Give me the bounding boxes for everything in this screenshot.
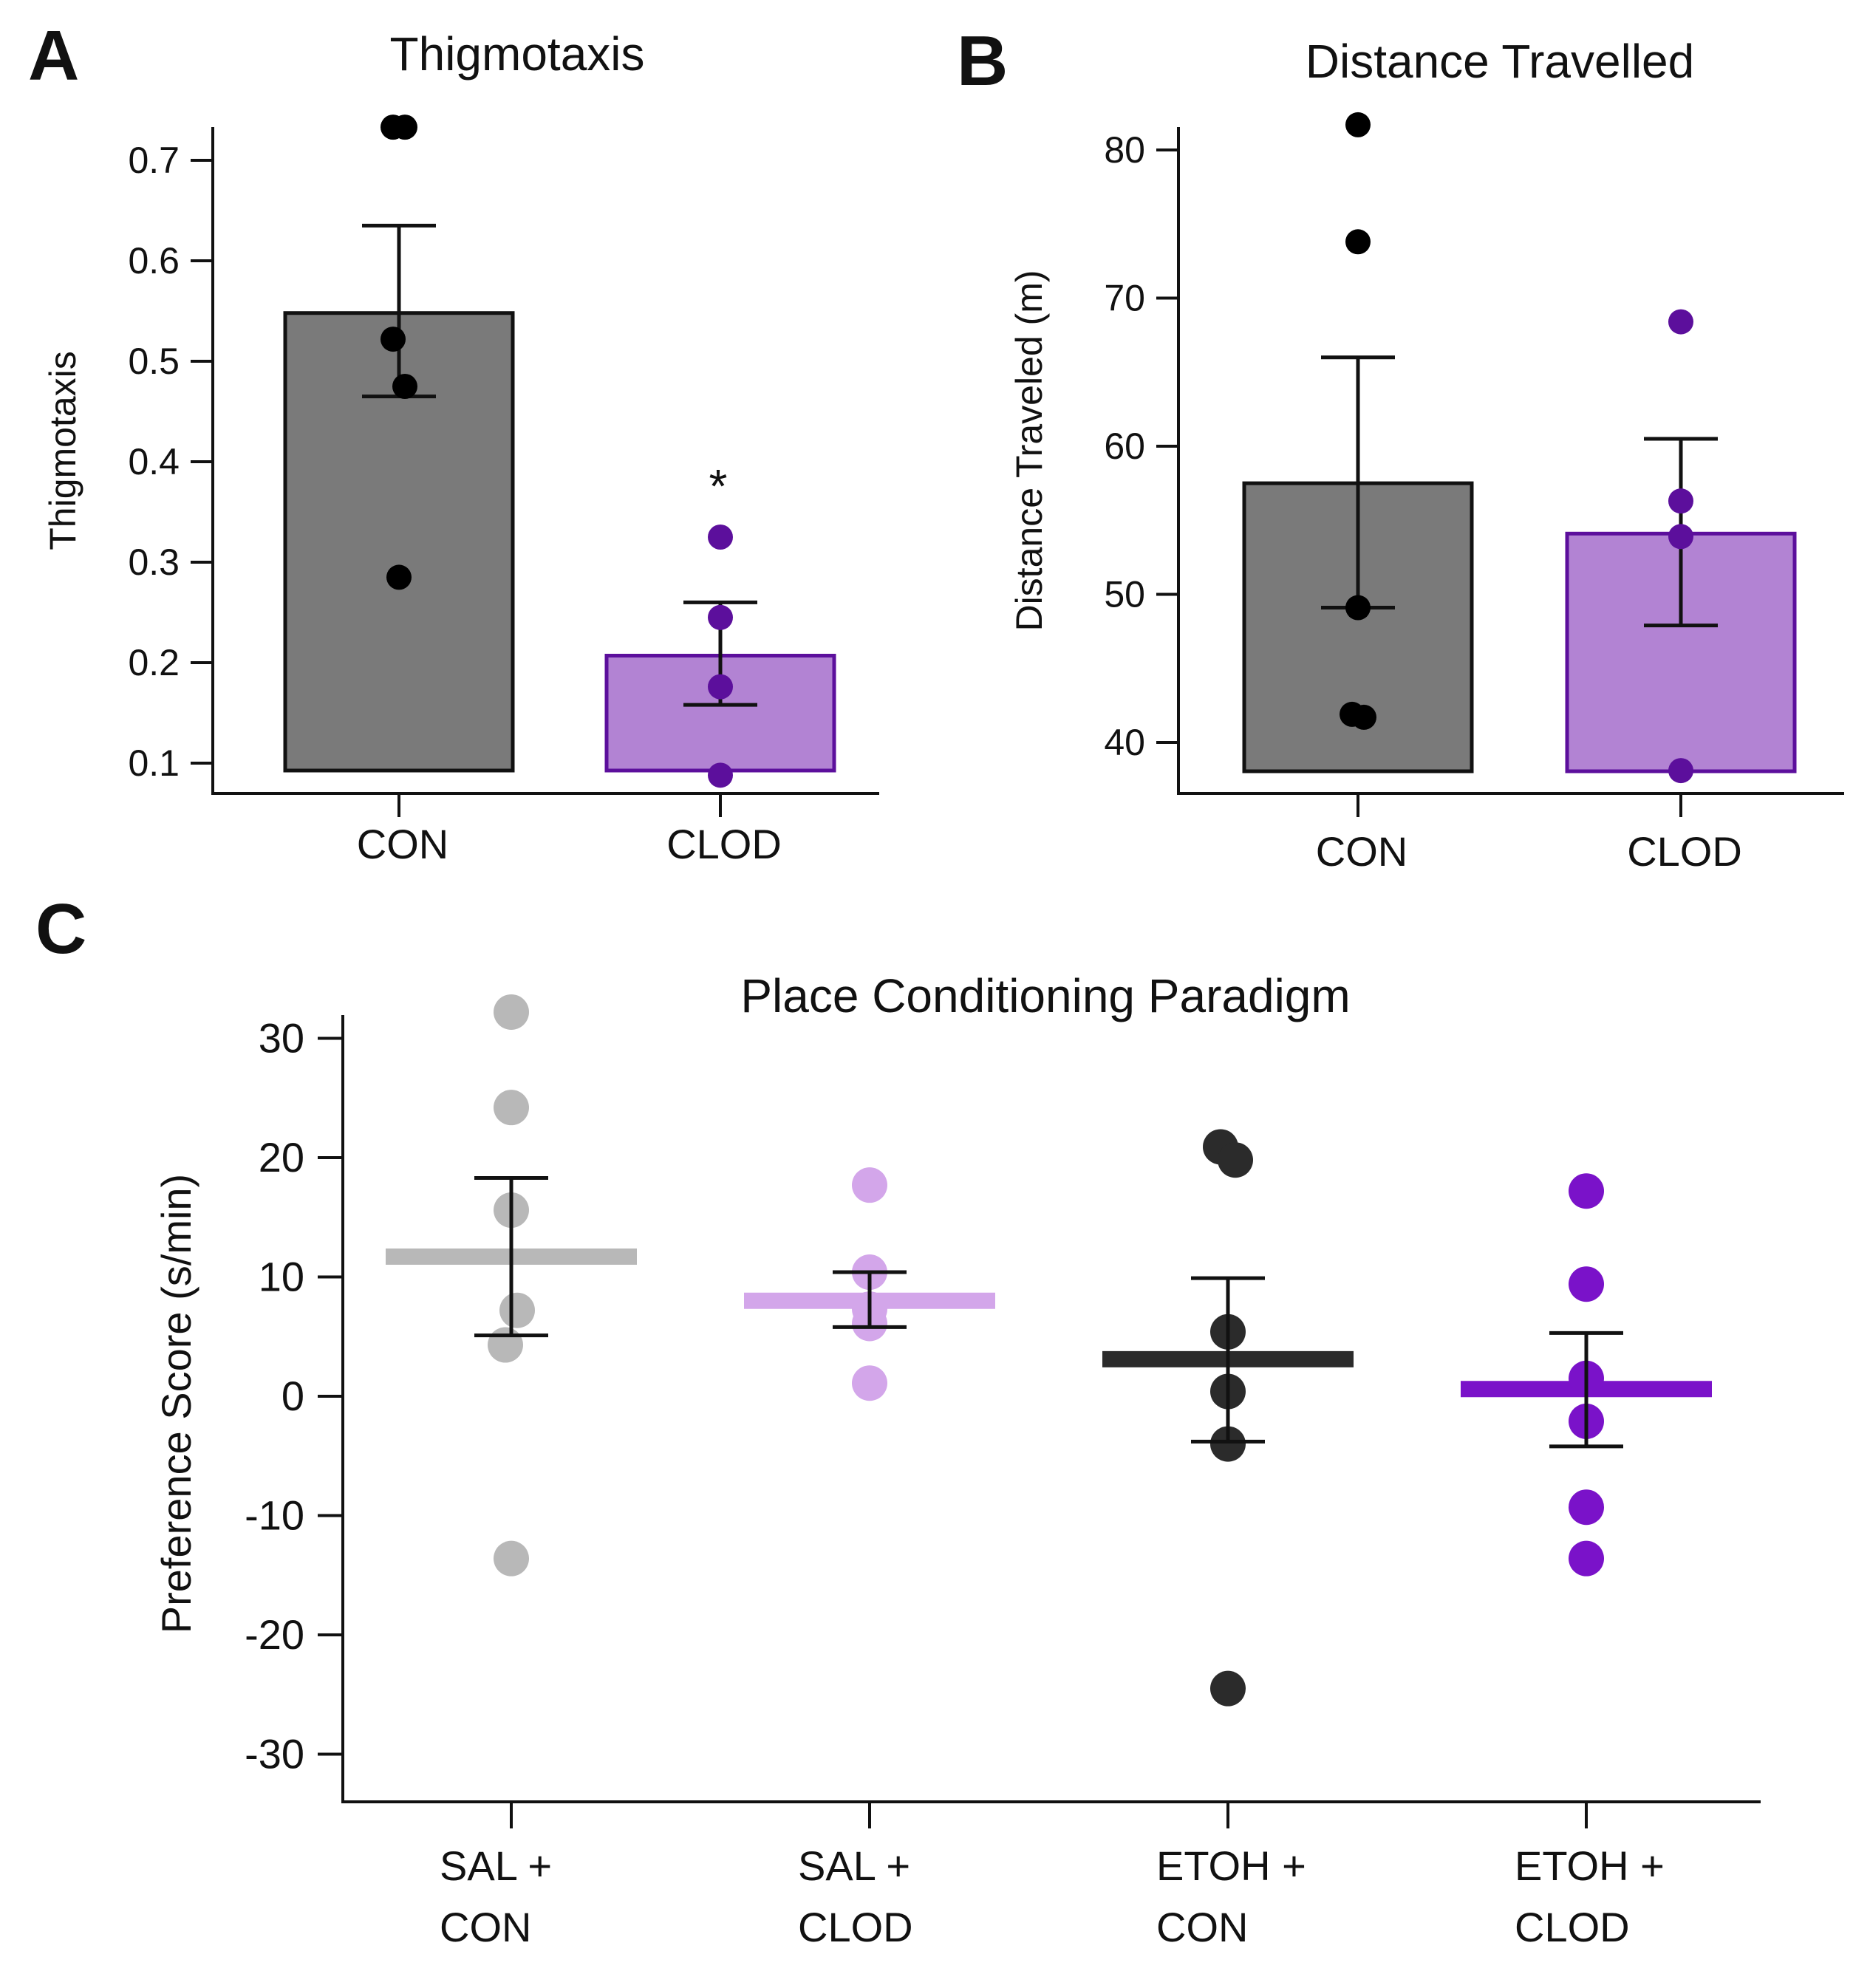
panel-c-y-tick-label: -10: [245, 1492, 304, 1539]
panel-b-data-point: [1668, 309, 1693, 335]
panel-c-y-tick-label: 0: [281, 1373, 304, 1419]
panel-a-y-tick-label: 0.5: [128, 341, 180, 382]
panel-b: B Distance Travelled Distance Traveled (…: [957, 21, 1844, 875]
panel-a-data-point: [381, 327, 406, 352]
panel-c-y-ticks: 30 20 10 0 -10 -20 -30: [245, 1015, 343, 1777]
panel-b-letter: B: [957, 21, 1008, 100]
panel-b-data-point: [1668, 488, 1693, 514]
panel-c-data-point: [488, 1327, 523, 1363]
panel-c-y-tick-label: -30: [245, 1731, 304, 1777]
panel-c-data-point: [499, 1292, 535, 1328]
panel-b-data-point: [1345, 112, 1371, 137]
panel-b-y-ticks: 40 50 60 70 80: [1104, 129, 1178, 763]
panel-c-data-point: [1210, 1670, 1246, 1707]
panel-a-data-point: [392, 374, 417, 399]
panel-c-x-tick-label-line2: CLOD: [1515, 1904, 1630, 1950]
panel-a-data-point: [386, 564, 412, 590]
panel-b-data-point: [1351, 704, 1376, 730]
panel-a-y-tick-label: 0.3: [128, 542, 180, 583]
panel-c-data-point: [494, 1090, 529, 1126]
panel-c-y-tick-label: 10: [259, 1254, 304, 1300]
panel-b-y-tick-label: 60: [1104, 426, 1145, 467]
panel-a-y-tick-label: 0.1: [128, 742, 180, 784]
panel-c-letter: C: [35, 889, 86, 969]
panel-a-data-point: [708, 525, 733, 550]
panel-a-y-ticks: 0.1 0.2 0.3 0.4 0.5 0.6 0.7: [128, 140, 213, 784]
panel-c-points: [488, 994, 1604, 1707]
panel-a-y-tick-label: 0.2: [128, 642, 180, 683]
panel-c-data-point: [1569, 1173, 1604, 1209]
panel-b-data-point: [1668, 758, 1693, 784]
panel-b-x-ticks: CON CLOD: [1316, 793, 1742, 875]
panel-a-significance-marker: *: [709, 460, 728, 513]
panel-a-x-tick-label: CLOD: [666, 821, 782, 867]
panel-b-y-tick-label: 70: [1104, 278, 1145, 319]
panel-b-y-tick-label: 40: [1104, 722, 1145, 763]
panel-a-points: [381, 115, 733, 788]
panel-a-y-tick-label: 0.4: [128, 441, 180, 482]
panel-a: A Thigmotaxis Thigmotaxis 0.10.20.30.40.…: [28, 16, 879, 867]
panel-c-x-tick-label-line2: CON: [1156, 1904, 1248, 1950]
panel-b-y-tick-label: 80: [1104, 129, 1145, 171]
panel-b-title: Distance Travelled: [1306, 35, 1694, 88]
panel-c-x-tick-label-line1: SAL +: [798, 1842, 910, 1889]
panel-c-x-tick-label-line1: ETOH +: [1156, 1842, 1306, 1889]
panel-c-data-point: [852, 1365, 887, 1401]
panel-c-data-point: [494, 994, 529, 1030]
panel-a-data-point: [708, 604, 733, 630]
panel-b-points: [1340, 112, 1693, 784]
panel-b-data-point: [1345, 595, 1371, 621]
panel-a-y-tick-label: 0.6: [128, 240, 180, 281]
panel-c: C Place Conditioning Paradigm Preference…: [35, 889, 1761, 1950]
panel-a-data-point: [392, 115, 417, 140]
panel-c-data-point: [494, 1540, 529, 1577]
panel-a-y-tick-label: 0.7: [128, 140, 180, 181]
panel-c-x-tick-label-line2: CLOD: [798, 1904, 913, 1950]
panel-b-y-axis-label: Distance Traveled (m): [1009, 270, 1050, 631]
panel-b-data-point: [1668, 524, 1693, 550]
panel-c-title: Place Conditioning Paradigm: [740, 969, 1350, 1022]
panel-a-data-point: [708, 762, 733, 788]
panel-a-data-point: [708, 674, 733, 700]
panel-b-data-point: [1345, 229, 1371, 255]
panel-a-title: Thigmotaxis: [390, 27, 645, 81]
panel-c-data-point: [1569, 1489, 1604, 1526]
panel-c-x-tick-label-line2: CON: [440, 1904, 531, 1950]
panel-c-data-point: [1218, 1142, 1253, 1178]
panel-b-y-tick-label: 50: [1104, 574, 1145, 615]
panel-a-x-tick-label: CON: [357, 821, 448, 867]
panel-c-data-point: [1569, 1540, 1604, 1577]
panel-c-data-point: [1569, 1266, 1604, 1302]
panel-c-data-point: [852, 1167, 887, 1203]
panel-c-y-axis-label: Preference Score (s/min): [153, 1174, 199, 1633]
panel-c-mean-bars: [386, 1249, 1712, 1398]
panel-a-y-axis-label: Thigmotaxis: [42, 351, 83, 550]
panel-c-y-tick-label: -20: [245, 1611, 304, 1658]
panel-a-letter: A: [28, 16, 79, 95]
panel-a-bars: [283, 311, 836, 773]
panel-c-x-tick-label-line1: ETOH +: [1515, 1842, 1665, 1889]
panel-c-x-ticks: SAL + CON SAL + CLOD ETOH + CON ETOH + CLOD: [440, 1802, 1665, 1950]
panel-c-data-point: [1210, 1426, 1246, 1462]
panel-c-x-tick-label-line1: SAL +: [440, 1842, 552, 1889]
panel-c-error-bars: [474, 1175, 1623, 1449]
panel-c-y-tick-label: 30: [259, 1015, 304, 1062]
panel-b-x-tick-label: CLOD: [1627, 828, 1742, 875]
panel-b-x-tick-label: CON: [1316, 828, 1407, 875]
panel-c-y-tick-label: 20: [259, 1134, 304, 1181]
panel-a-x-ticks: CON CLOD: [357, 793, 782, 867]
